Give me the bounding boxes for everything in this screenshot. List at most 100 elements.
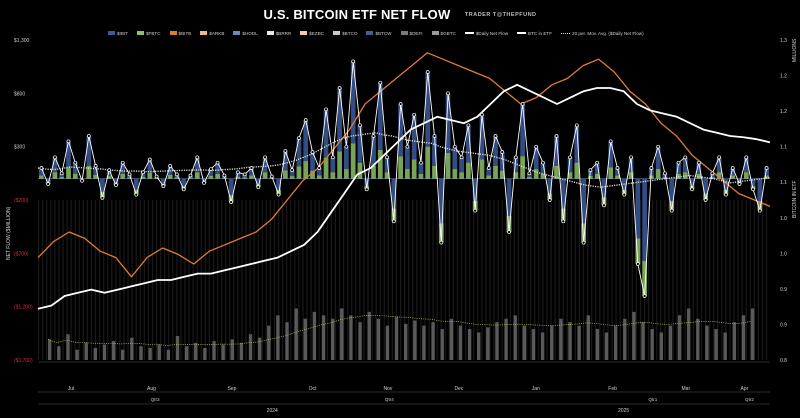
bg-bar bbox=[745, 200, 747, 360]
daily-net-flow-point bbox=[147, 157, 152, 162]
flow-bar bbox=[418, 162, 424, 174]
volume-bar bbox=[358, 322, 362, 360]
bg-bar bbox=[383, 200, 385, 360]
daily-net-flow-point bbox=[344, 144, 349, 149]
volume-bar bbox=[522, 325, 527, 360]
flow-bar bbox=[716, 157, 722, 173]
bg-bar bbox=[245, 200, 247, 360]
flow-bar bbox=[533, 146, 539, 170]
daily-net-flow-point bbox=[608, 139, 613, 144]
flow-bar bbox=[615, 168, 620, 176]
volume-bar bbox=[139, 346, 143, 360]
bg-bar bbox=[216, 200, 219, 360]
bg-bar bbox=[387, 200, 389, 360]
flow-bar-secondary bbox=[249, 175, 254, 179]
daily-net-flow-point bbox=[764, 166, 769, 170]
flow-bar-secondary bbox=[655, 169, 661, 179]
bg-bar bbox=[38, 200, 40, 360]
daily-net-flow-point bbox=[690, 187, 694, 192]
daily-net-flow-point bbox=[297, 136, 301, 140]
volume-bar bbox=[404, 323, 408, 360]
daily-net-flow-point bbox=[588, 168, 593, 172]
bg-bar bbox=[607, 200, 609, 360]
daily-net-flow-point bbox=[330, 155, 335, 160]
bg-bar bbox=[672, 200, 674, 360]
legend-item: $Daily Net Flow bbox=[464, 31, 508, 36]
volume-bar bbox=[303, 318, 307, 360]
flow-bar-secondary bbox=[242, 177, 248, 179]
flow-bar-secondary bbox=[147, 172, 153, 179]
bg-bar bbox=[119, 200, 121, 360]
bg-bar bbox=[526, 200, 528, 360]
daily-net-flow-point bbox=[480, 112, 484, 117]
daily-net-flow-point bbox=[730, 166, 735, 170]
bg-bar bbox=[290, 200, 292, 360]
flow-bar bbox=[391, 178, 397, 209]
bg-bar bbox=[440, 200, 442, 360]
bg-bar bbox=[489, 200, 491, 360]
bg-bar bbox=[70, 200, 72, 360]
flow-bar-secondary bbox=[377, 149, 383, 179]
bg-bar bbox=[151, 200, 154, 360]
bg-bar bbox=[591, 200, 593, 360]
flow-bar-secondary bbox=[560, 208, 566, 222]
flow-bar-secondary bbox=[696, 173, 702, 179]
flow-bar bbox=[703, 178, 708, 194]
flow-bar-secondary bbox=[405, 169, 410, 179]
flow-bar bbox=[513, 157, 519, 173]
flow-bar bbox=[479, 114, 485, 160]
flow-bar-secondary bbox=[635, 238, 641, 264]
daily-net-flow-point bbox=[195, 155, 200, 160]
bg-bar bbox=[436, 200, 438, 360]
flow-bar bbox=[310, 152, 315, 171]
flow-bar bbox=[635, 178, 641, 239]
daily-net-flow-point bbox=[215, 160, 220, 165]
flow-bar bbox=[445, 93, 451, 154]
volume-bar bbox=[267, 325, 271, 360]
legend-label: $IBIT bbox=[117, 30, 128, 36]
volume-bar bbox=[330, 318, 335, 360]
bg-bar bbox=[347, 200, 349, 360]
bg-bar bbox=[465, 200, 467, 360]
bg-bar bbox=[306, 200, 308, 360]
daily-net-flow-point bbox=[744, 155, 749, 160]
daily-net-flow-point bbox=[419, 160, 423, 165]
daily-net-flow-point bbox=[229, 200, 234, 204]
bg-bar bbox=[277, 200, 280, 360]
legend-swatch bbox=[366, 31, 374, 35]
bg-bar bbox=[334, 200, 337, 360]
volume-bar bbox=[102, 344, 107, 360]
flow-bar-secondary bbox=[93, 174, 98, 179]
daily-net-flow-point bbox=[561, 219, 566, 224]
daily-net-flow-point bbox=[703, 198, 708, 202]
volume-bar bbox=[604, 332, 609, 360]
bg-bar bbox=[570, 200, 572, 360]
bg-bar bbox=[765, 200, 768, 360]
bg-bar bbox=[286, 200, 288, 360]
daily-net-flow-point bbox=[663, 171, 667, 176]
legend-item: 20 per. Mov. Avg. ($Daily Net Flow) bbox=[561, 31, 644, 36]
flow-bar bbox=[344, 146, 349, 170]
flow-bar-secondary bbox=[642, 260, 647, 296]
flow-bar-secondary bbox=[574, 162, 580, 179]
flow-bar-secondary bbox=[344, 169, 349, 179]
volume-bar bbox=[586, 315, 590, 360]
bg-bar bbox=[676, 200, 678, 360]
bg-bar bbox=[448, 200, 450, 360]
legend-swatch bbox=[333, 31, 341, 35]
daily-net-flow-point bbox=[317, 166, 322, 170]
daily-net-flow-point bbox=[303, 118, 308, 122]
flow-bar bbox=[357, 125, 363, 163]
daily-net-flow-point bbox=[581, 240, 586, 245]
daily-net-flow-line bbox=[40, 60, 768, 297]
daily-net-flow-point bbox=[59, 171, 64, 176]
bg-bar bbox=[212, 200, 215, 360]
bg-bar bbox=[196, 200, 198, 360]
flow-bar-secondary bbox=[289, 176, 295, 179]
flow-bar-secondary bbox=[235, 176, 241, 179]
flow-bar-secondary bbox=[743, 172, 749, 179]
flow-bar-secondary bbox=[59, 177, 65, 179]
flow-bar bbox=[560, 178, 566, 209]
legend-swatch bbox=[136, 31, 144, 35]
bg-bar bbox=[611, 200, 613, 360]
